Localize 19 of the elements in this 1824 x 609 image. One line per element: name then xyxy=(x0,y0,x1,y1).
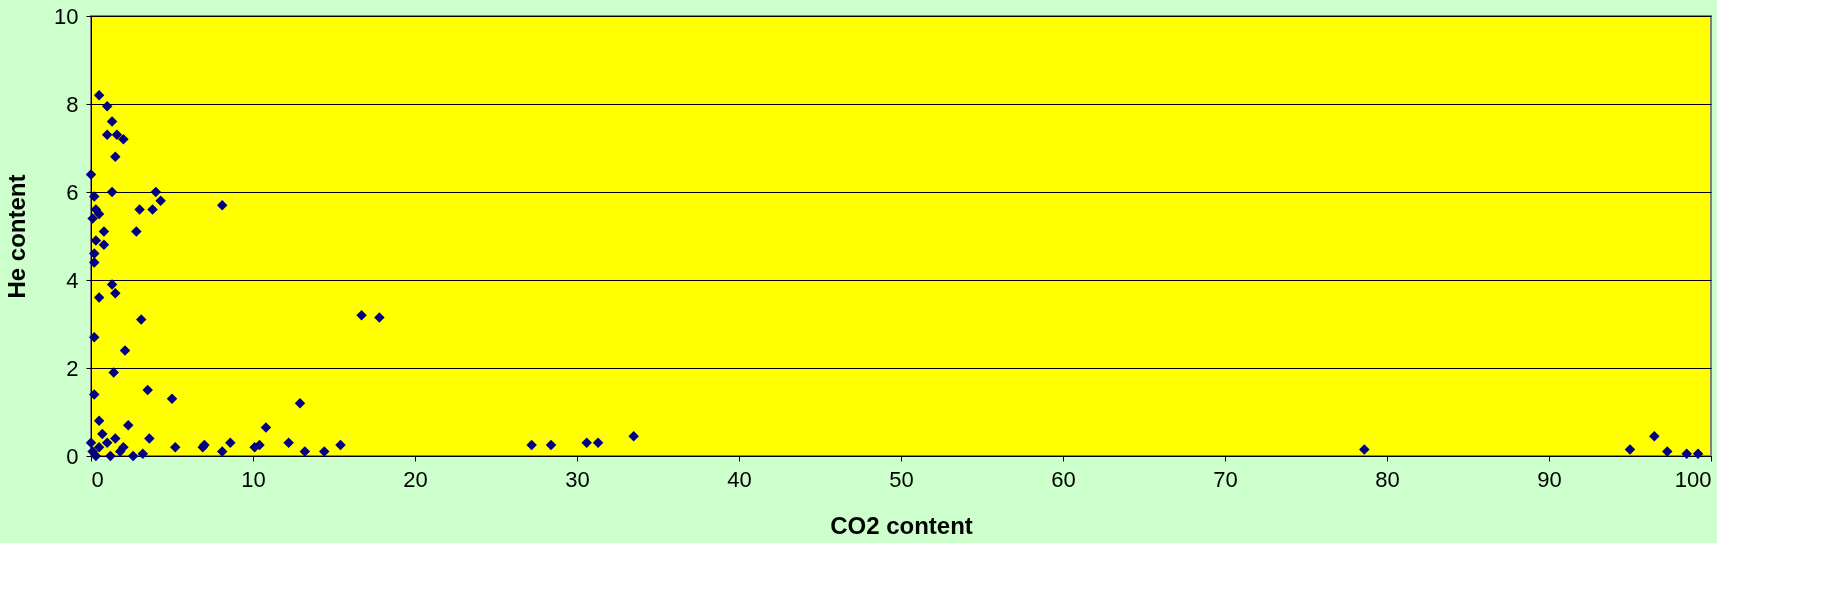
x-tick-label: 40 xyxy=(727,466,752,492)
y-axis-title: He content xyxy=(3,174,31,299)
x-tick-label: 70 xyxy=(1213,466,1238,492)
x-tick-label: 0 xyxy=(91,466,104,492)
x-tick-label: 100 xyxy=(1674,466,1712,492)
x-tick-label: 20 xyxy=(403,466,428,492)
y-tick-label: 6 xyxy=(66,179,79,205)
y-tick-label: 2 xyxy=(66,355,79,381)
x-tick-label: 50 xyxy=(889,466,914,492)
x-axis-title: CO2 content xyxy=(830,511,973,539)
x-tick-label: 10 xyxy=(241,466,266,492)
y-tick-label: 0 xyxy=(66,443,79,469)
x-tick-label: 60 xyxy=(1051,466,1076,492)
x-tick-label: 80 xyxy=(1375,466,1400,492)
x-tick-label: 90 xyxy=(1537,466,1562,492)
y-tick-label: 8 xyxy=(66,91,79,117)
y-tick-label: 4 xyxy=(66,267,79,293)
x-tick-label: 30 xyxy=(565,466,590,492)
y-tick-label: 10 xyxy=(54,3,79,29)
